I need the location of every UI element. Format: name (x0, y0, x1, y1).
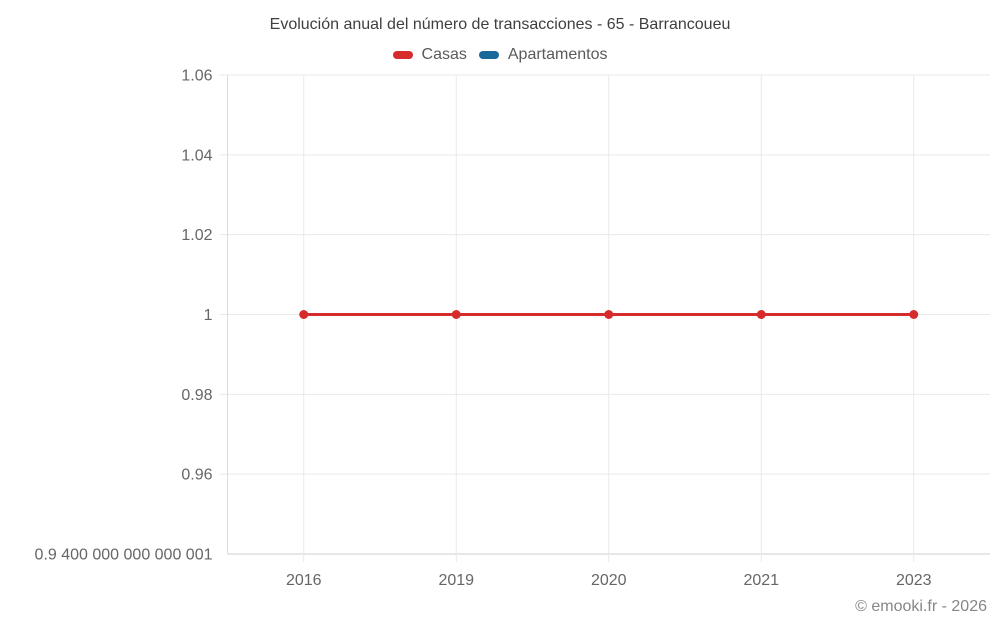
data-point[interactable] (756, 310, 766, 319)
y-tick-label: 1.04 (181, 147, 212, 164)
legend-item-apartamentos[interactable]: Apartamentos (478, 46, 608, 64)
legend-swatch-icon (392, 51, 413, 59)
y-tick-label: 0.9 400 000 000 000 001 (35, 547, 213, 564)
legend-swatch-icon (478, 51, 499, 59)
y-tick-label: 0.98 (181, 387, 212, 404)
x-tick-label: 2020 (591, 572, 627, 589)
chart-legend: Casas Apartamentos (0, 46, 1000, 64)
data-point[interactable] (909, 310, 919, 319)
y-tick-label: 1.06 (181, 68, 212, 85)
data-point[interactable] (299, 310, 309, 319)
x-tick-label: 2016 (286, 572, 322, 589)
y-tick-label: 0.96 (181, 467, 212, 484)
legend-item-casas[interactable]: Casas (392, 46, 467, 64)
y-tick-label: 1.02 (181, 227, 212, 244)
copyright-text: © emooki.fr - 2026 (855, 598, 987, 615)
data-point[interactable] (604, 310, 614, 319)
x-tick-label: 2021 (743, 572, 779, 589)
chart-title: Evolución anual del número de transaccio… (269, 16, 731, 33)
legend-label: Apartamentos (507, 46, 608, 63)
x-tick-label: 2023 (896, 572, 932, 589)
legend-label: Casas (421, 46, 467, 63)
y-tick-label: 1 (204, 307, 213, 324)
data-point[interactable] (451, 310, 461, 319)
x-tick-label: 2019 (438, 572, 474, 589)
